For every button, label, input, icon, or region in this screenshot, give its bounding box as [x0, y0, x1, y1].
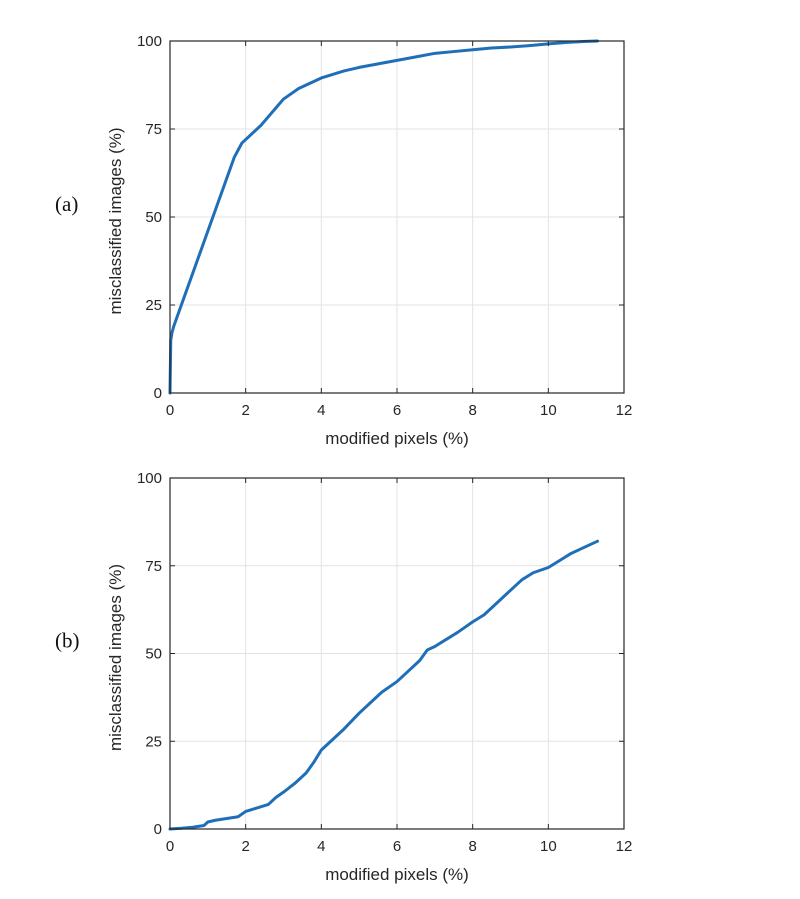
- series-line: [168, 39, 600, 395]
- x-tick-label: 0: [166, 838, 174, 855]
- y-tick-label: 25: [145, 733, 162, 750]
- y-tick-label: 75: [145, 121, 162, 138]
- y-tick-label: 75: [145, 558, 162, 575]
- x-tick-label: 4: [317, 838, 325, 855]
- x-tick-label: 4: [317, 402, 325, 419]
- y-tick-label: 50: [145, 209, 162, 226]
- y-tick-label: 25: [145, 297, 162, 314]
- series-line: [168, 539, 600, 831]
- panel-label-b: (b): [55, 629, 80, 653]
- x-axis-label: modified pixels (%): [325, 865, 469, 884]
- x-tick-label: 0: [166, 402, 174, 419]
- x-tick-label: 8: [468, 838, 476, 855]
- y-tick-label: 100: [137, 470, 162, 487]
- x-tick-label: 6: [393, 838, 401, 855]
- x-tick-label: 2: [241, 838, 249, 855]
- y-tick-label: 0: [154, 385, 162, 402]
- y-axis-label: misclassified images (%): [106, 127, 125, 314]
- chart-b: 0 2 4 6 8 10 12 0 25 50 75 100 modified pixels (%) mi…: [55, 470, 632, 884]
- x-axis-label: modified pixels (%): [325, 429, 469, 448]
- x-tick-label: 6: [393, 402, 401, 419]
- x-tick-label: 10: [540, 402, 557, 419]
- y-tick-label: 100: [137, 33, 162, 50]
- panel-label-a: (a): [55, 192, 78, 216]
- x-tick-label: 2: [241, 402, 249, 419]
- x-tick-label: 10: [540, 838, 557, 855]
- y-axis-label: misclassified images (%): [106, 564, 125, 751]
- y-tick-label: 50: [145, 646, 162, 663]
- y-tick-label: 0: [154, 821, 162, 838]
- x-tick-label: 12: [616, 838, 633, 855]
- x-tick-label: 12: [616, 402, 633, 419]
- x-tick-label: 8: [468, 402, 476, 419]
- chart-a: 0 2 4 6 8 10 12 0 25 50 75 100 modified pixels (%) mi…: [55, 33, 632, 448]
